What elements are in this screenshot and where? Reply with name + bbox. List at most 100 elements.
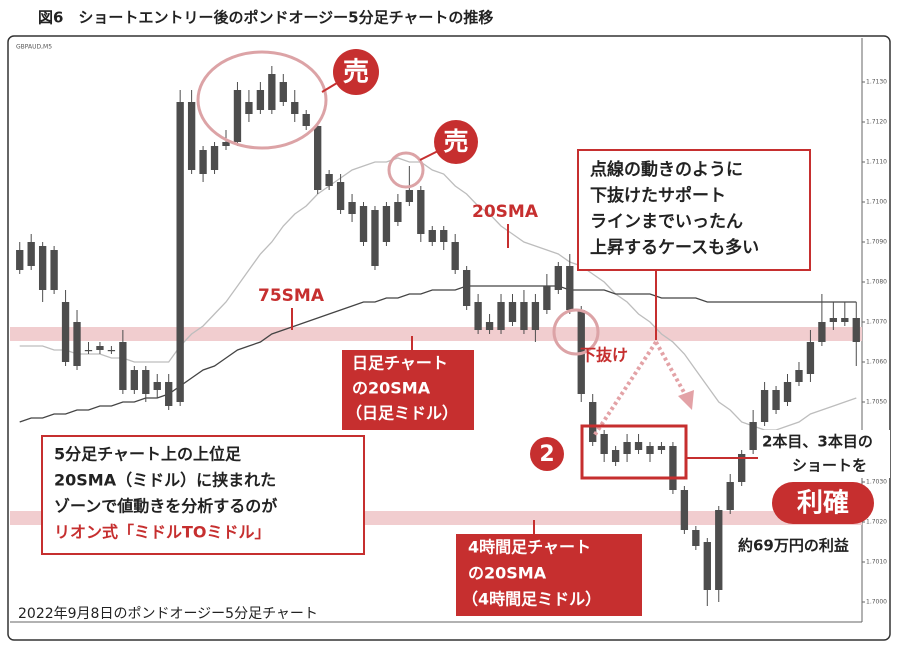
level-band — [10, 327, 862, 341]
note-text: 上昇するケースも多い — [590, 237, 759, 258]
candle-body — [233, 90, 242, 142]
note-box — [577, 149, 811, 271]
candle-body — [715, 510, 723, 590]
candle-body — [199, 150, 207, 174]
candle-body — [508, 302, 517, 322]
box-text: の20SMA — [352, 379, 431, 398]
candle-body — [738, 454, 746, 482]
moving-average-line — [19, 157, 857, 431]
candle-body — [497, 302, 505, 330]
candle-body — [726, 482, 734, 510]
candle-body — [611, 450, 620, 462]
candle-body — [222, 142, 230, 146]
candle-body — [153, 382, 161, 390]
y-tick-label: 1.7110 — [866, 159, 887, 166]
box-text: （日足ミドル） — [346, 404, 458, 423]
arrow-head — [678, 390, 694, 410]
badge — [530, 437, 564, 471]
y-tick-label: 1.7060 — [866, 359, 887, 366]
candle-body — [119, 342, 127, 390]
candle-body — [554, 266, 562, 290]
candle-body — [268, 74, 276, 110]
zone-note-text: 5分足チャート上の上位足 — [54, 445, 242, 464]
candle-body — [646, 446, 654, 454]
candle-body — [566, 266, 574, 310]
highlight-circle — [552, 308, 600, 356]
annotations: 売 売 20SMA 75SMA 日足チャート の20SMA （日足ミドル） 点線… — [18, 49, 890, 622]
candle-body — [96, 346, 104, 350]
candle-body — [760, 390, 769, 422]
candle-body — [634, 442, 643, 450]
y-tick-label: 1.7050 — [866, 399, 887, 406]
zone-box — [580, 424, 688, 480]
candle-body — [543, 286, 551, 310]
break-label: 下抜け — [580, 346, 628, 365]
candle-body — [669, 446, 677, 490]
zone-note-box — [41, 435, 365, 555]
candle-body — [38, 246, 47, 290]
zone-note-text: リオン式「ミドルTOミドル」 — [54, 523, 271, 542]
candle-body — [371, 210, 379, 266]
sma75-label: 75SMA — [258, 286, 325, 306]
candle-body — [795, 370, 803, 382]
label-box — [456, 534, 642, 616]
candle-body — [394, 202, 402, 222]
candle-body — [359, 206, 368, 242]
candle-body — [417, 190, 425, 234]
candle-body — [428, 230, 436, 242]
box-text: （4時間足ミドル） — [462, 590, 601, 609]
y-tick-label: 1.7130 — [866, 79, 887, 86]
number-label: 2 — [539, 442, 554, 467]
candle-body — [623, 442, 631, 454]
moving-average-line — [19, 285, 857, 423]
zone-note-text: 20SMA（ミドル）に挟まれた — [54, 471, 276, 490]
candle-body — [818, 322, 826, 342]
candle-body — [107, 350, 116, 352]
dotted-path — [654, 341, 688, 397]
sell-label: 売 — [343, 58, 369, 88]
highlight-circle — [387, 151, 425, 189]
take-profit-label: 利確 — [797, 488, 849, 519]
y-tick-label: 1.7010 — [866, 559, 887, 566]
figure-title: 図6 ショートエントリー後のポンドオージー5分足チャートの推移 — [38, 9, 493, 27]
candle-body — [302, 114, 310, 126]
candle-body — [187, 102, 196, 170]
candle-body — [130, 370, 138, 390]
y-tick-label: 1.7000 — [866, 599, 887, 606]
short-text: ショートを — [792, 457, 867, 475]
candle-body — [314, 126, 322, 190]
candle-body — [405, 190, 414, 202]
candle-body — [61, 302, 70, 362]
candle-body — [325, 174, 333, 186]
candle-body — [852, 318, 860, 342]
candle-body — [703, 542, 711, 590]
note-text: 下抜けたサポート — [590, 185, 726, 206]
candle-body — [348, 202, 356, 214]
candle-body — [256, 90, 265, 110]
sma20-label: 20SMA — [472, 202, 539, 222]
candle-body — [806, 342, 815, 374]
dotted-path — [592, 340, 658, 438]
candle-body — [841, 318, 849, 322]
y-tick-label: 1.7080 — [866, 279, 887, 286]
candle-body — [600, 434, 608, 454]
text-bg — [758, 430, 890, 478]
y-tick-label: 1.7070 — [866, 319, 887, 326]
box-text: 日足チャート — [352, 354, 448, 373]
label-box — [342, 350, 474, 430]
candle-body — [27, 242, 35, 266]
badge — [434, 120, 478, 164]
candle-body — [531, 302, 540, 330]
candle-body — [657, 446, 666, 450]
short-text: 2本目、3本目の — [762, 433, 873, 451]
candle-body — [783, 382, 792, 402]
y-tick-label: 1.7100 — [866, 199, 887, 206]
box-text: 4時間足チャート — [468, 538, 591, 557]
candle-body — [73, 322, 81, 366]
candle-body — [474, 302, 482, 330]
candle-body — [50, 250, 58, 290]
profit-badge — [772, 482, 874, 524]
candle-body — [485, 322, 494, 330]
